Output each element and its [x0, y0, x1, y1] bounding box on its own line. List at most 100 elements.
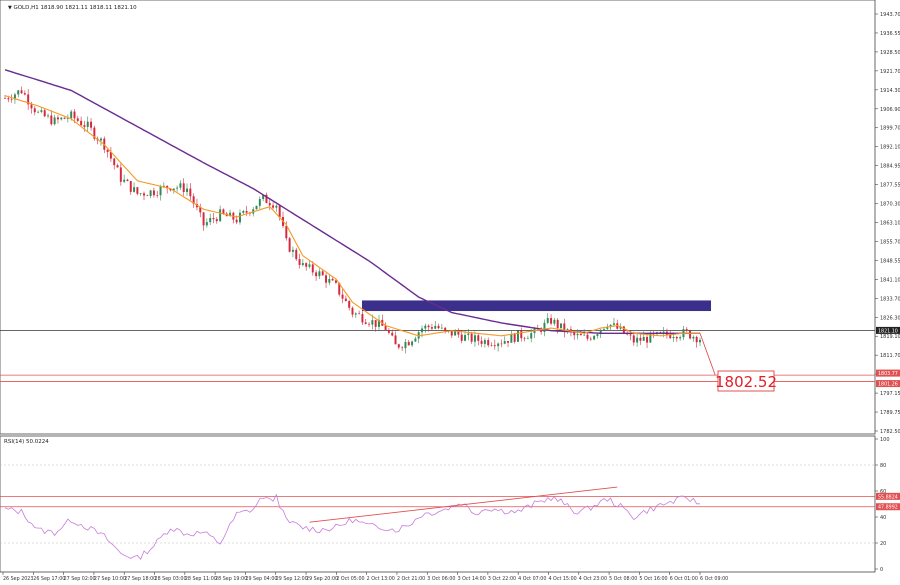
candle-body: [156, 195, 159, 196]
candle-body: [411, 341, 414, 346]
candle-body: [133, 187, 136, 192]
candle-body: [685, 329, 688, 331]
candle-body: [467, 333, 470, 336]
candle-body: [510, 334, 513, 343]
candle-body: [662, 331, 665, 333]
x-tick-label: 28 Sep 19:00: [215, 576, 247, 582]
candle-body: [639, 337, 642, 341]
candle-body: [659, 332, 662, 333]
candle-body: [186, 188, 189, 192]
candle-body: [212, 218, 215, 220]
ma-slow-line: [4, 69, 700, 334]
candle-body: [374, 320, 377, 327]
candle-body: [262, 194, 265, 200]
candle-body: [351, 307, 354, 315]
candle-body: [238, 212, 241, 223]
candle-body: [540, 328, 543, 332]
candle-body: [63, 117, 66, 119]
candle-body: [361, 314, 364, 323]
candle-body: [679, 337, 682, 339]
candle-body: [546, 318, 549, 323]
candle-body: [53, 117, 56, 125]
x-tick-label: 26 Sep 2023: [3, 576, 33, 582]
candle-body: [589, 338, 592, 340]
candle-body: [560, 323, 562, 329]
candle-body: [202, 212, 205, 226]
candle-body: [444, 327, 447, 331]
candle-body: [315, 272, 318, 277]
candle-body: [699, 339, 701, 343]
rsi-level-label: 47.8992: [878, 505, 898, 511]
candle-body: [427, 325, 430, 328]
candle-body: [599, 329, 602, 335]
candle-body: [480, 340, 483, 344]
candle-body: [464, 335, 467, 341]
candle-body: [176, 187, 179, 189]
candle-body: [258, 199, 261, 206]
candle-body: [86, 121, 89, 127]
candle-body: [275, 205, 278, 208]
candle-body: [583, 334, 586, 336]
x-tick-label: 2 Oct 05:00: [336, 576, 364, 582]
candle-body: [606, 327, 609, 329]
candle-body: [384, 325, 387, 331]
candle-body: [172, 188, 175, 191]
candle-body: [152, 190, 155, 196]
candle-body: [642, 336, 645, 341]
candle-body: [334, 280, 337, 283]
x-tick-label: 2 Oct 13:00: [367, 576, 395, 582]
candle-body: [76, 118, 79, 121]
candle-body: [338, 282, 341, 295]
candle-body: [229, 212, 232, 217]
x-tick-label: 6 Oct 09:00: [700, 576, 728, 582]
candle-body: [523, 338, 526, 339]
candle-body: [33, 108, 36, 113]
rsi-level-label: 55.8824: [878, 494, 898, 500]
candle-body: [245, 211, 248, 213]
candle-body: [66, 118, 69, 119]
y-tick-label: 1906.90: [880, 107, 900, 113]
x-tick-label: 26 Sep 17:00: [33, 576, 65, 582]
candle-body: [113, 158, 116, 166]
candle-body: [129, 181, 132, 192]
candle-body: [189, 188, 192, 197]
candle-body: [47, 115, 50, 117]
y-tick-label: 1855.70: [880, 239, 900, 245]
y-tick-label: 1928.50: [880, 50, 900, 56]
candle-body: [371, 320, 374, 325]
candle-body: [123, 179, 126, 182]
y-tick-label: 1826.30: [880, 315, 900, 321]
candle-body: [7, 98, 10, 100]
rsi-info: RSI(14) 50.0224: [4, 439, 49, 445]
candle-body: [325, 275, 328, 283]
candle-body: [368, 323, 371, 325]
candle-body: [20, 90, 23, 94]
candle-body: [689, 330, 692, 339]
x-tick-label: 5 Oct 16:00: [639, 576, 667, 582]
rsi-tick-label: 40: [880, 515, 886, 521]
y-tick-label: 1863.10: [880, 221, 900, 227]
candle-body: [672, 337, 675, 339]
candle-body: [93, 127, 96, 139]
x-tick-label: 29 Sep 12:00: [276, 576, 308, 582]
x-tick-label: 2 Oct 21:00: [397, 576, 425, 582]
candle-body: [308, 264, 311, 267]
candle-body: [421, 328, 423, 333]
candle-body: [603, 328, 606, 330]
candle-body: [632, 335, 635, 343]
candle-body: [344, 298, 347, 302]
candle-body: [278, 205, 281, 218]
candle-body: [235, 219, 238, 223]
candle-body: [109, 151, 112, 159]
x-tick-label: 27 Sep 18:00: [124, 576, 156, 582]
candle-body: [586, 334, 589, 339]
rsi-tick-label: 20: [880, 541, 886, 547]
candle-body: [169, 188, 172, 191]
price-tag: [876, 369, 900, 377]
x-tick-label: 28 Sep 11:00: [185, 576, 217, 582]
x-tick-label: 3 Oct 14:00: [458, 576, 486, 582]
main-panel: [0, 0, 876, 573]
candle-body: [440, 327, 443, 329]
candle-body: [493, 345, 496, 347]
